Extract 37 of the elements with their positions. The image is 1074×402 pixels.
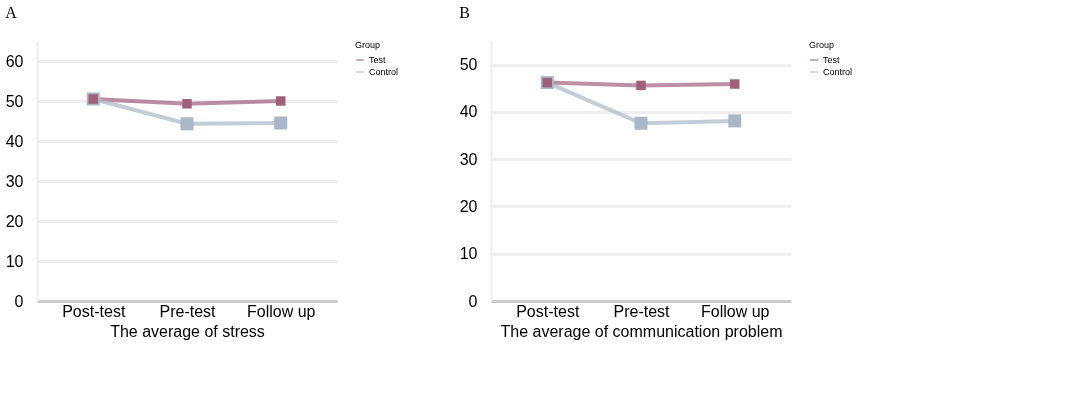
y-tick-label: 30 bbox=[459, 150, 478, 168]
y-tick-label: 40 bbox=[5, 132, 24, 150]
y-tick-label: 50 bbox=[459, 56, 478, 74]
point bbox=[180, 117, 194, 131]
point bbox=[182, 99, 192, 109]
y-tick-label: 30 bbox=[5, 172, 24, 190]
y-tick-label: 20 bbox=[5, 212, 24, 230]
x-tick-label: Pre-test bbox=[613, 302, 671, 320]
x-tick-label: Post-test bbox=[516, 302, 580, 320]
x-tick-label: Pre-test bbox=[159, 302, 217, 320]
chart-title: B bbox=[459, 4, 470, 21]
point bbox=[274, 116, 288, 130]
chart-title: A bbox=[5, 4, 18, 21]
point bbox=[636, 80, 646, 91]
x-axis-title: The average of communication problem bbox=[500, 322, 783, 340]
legend-label: Control bbox=[369, 67, 399, 77]
x-axis-title: The average of stress bbox=[110, 322, 265, 340]
x-tick-label: Follow up bbox=[701, 302, 770, 320]
y-tick-label: 0 bbox=[468, 292, 478, 310]
legend-title: Group bbox=[809, 40, 835, 50]
point bbox=[276, 96, 286, 106]
legend-label: Control bbox=[823, 67, 853, 77]
x-tick-label: Follow up bbox=[247, 302, 316, 320]
point bbox=[728, 114, 742, 128]
legend-label: Test bbox=[369, 55, 387, 65]
y-tick-label: 50 bbox=[5, 92, 24, 110]
x-tick-label: Post-test bbox=[62, 302, 126, 320]
y-tick-label: 0 bbox=[14, 292, 24, 310]
y-tick-label: 40 bbox=[459, 103, 478, 121]
y-tick-label: 60 bbox=[5, 52, 24, 70]
point bbox=[730, 79, 740, 89]
y-tick-label: 10 bbox=[459, 245, 478, 263]
legend-label: Test bbox=[823, 55, 841, 65]
y-tick-label: 20 bbox=[459, 197, 478, 215]
point bbox=[634, 116, 648, 130]
y-tick-label: 10 bbox=[5, 252, 24, 270]
legend-title: Group bbox=[355, 40, 381, 50]
